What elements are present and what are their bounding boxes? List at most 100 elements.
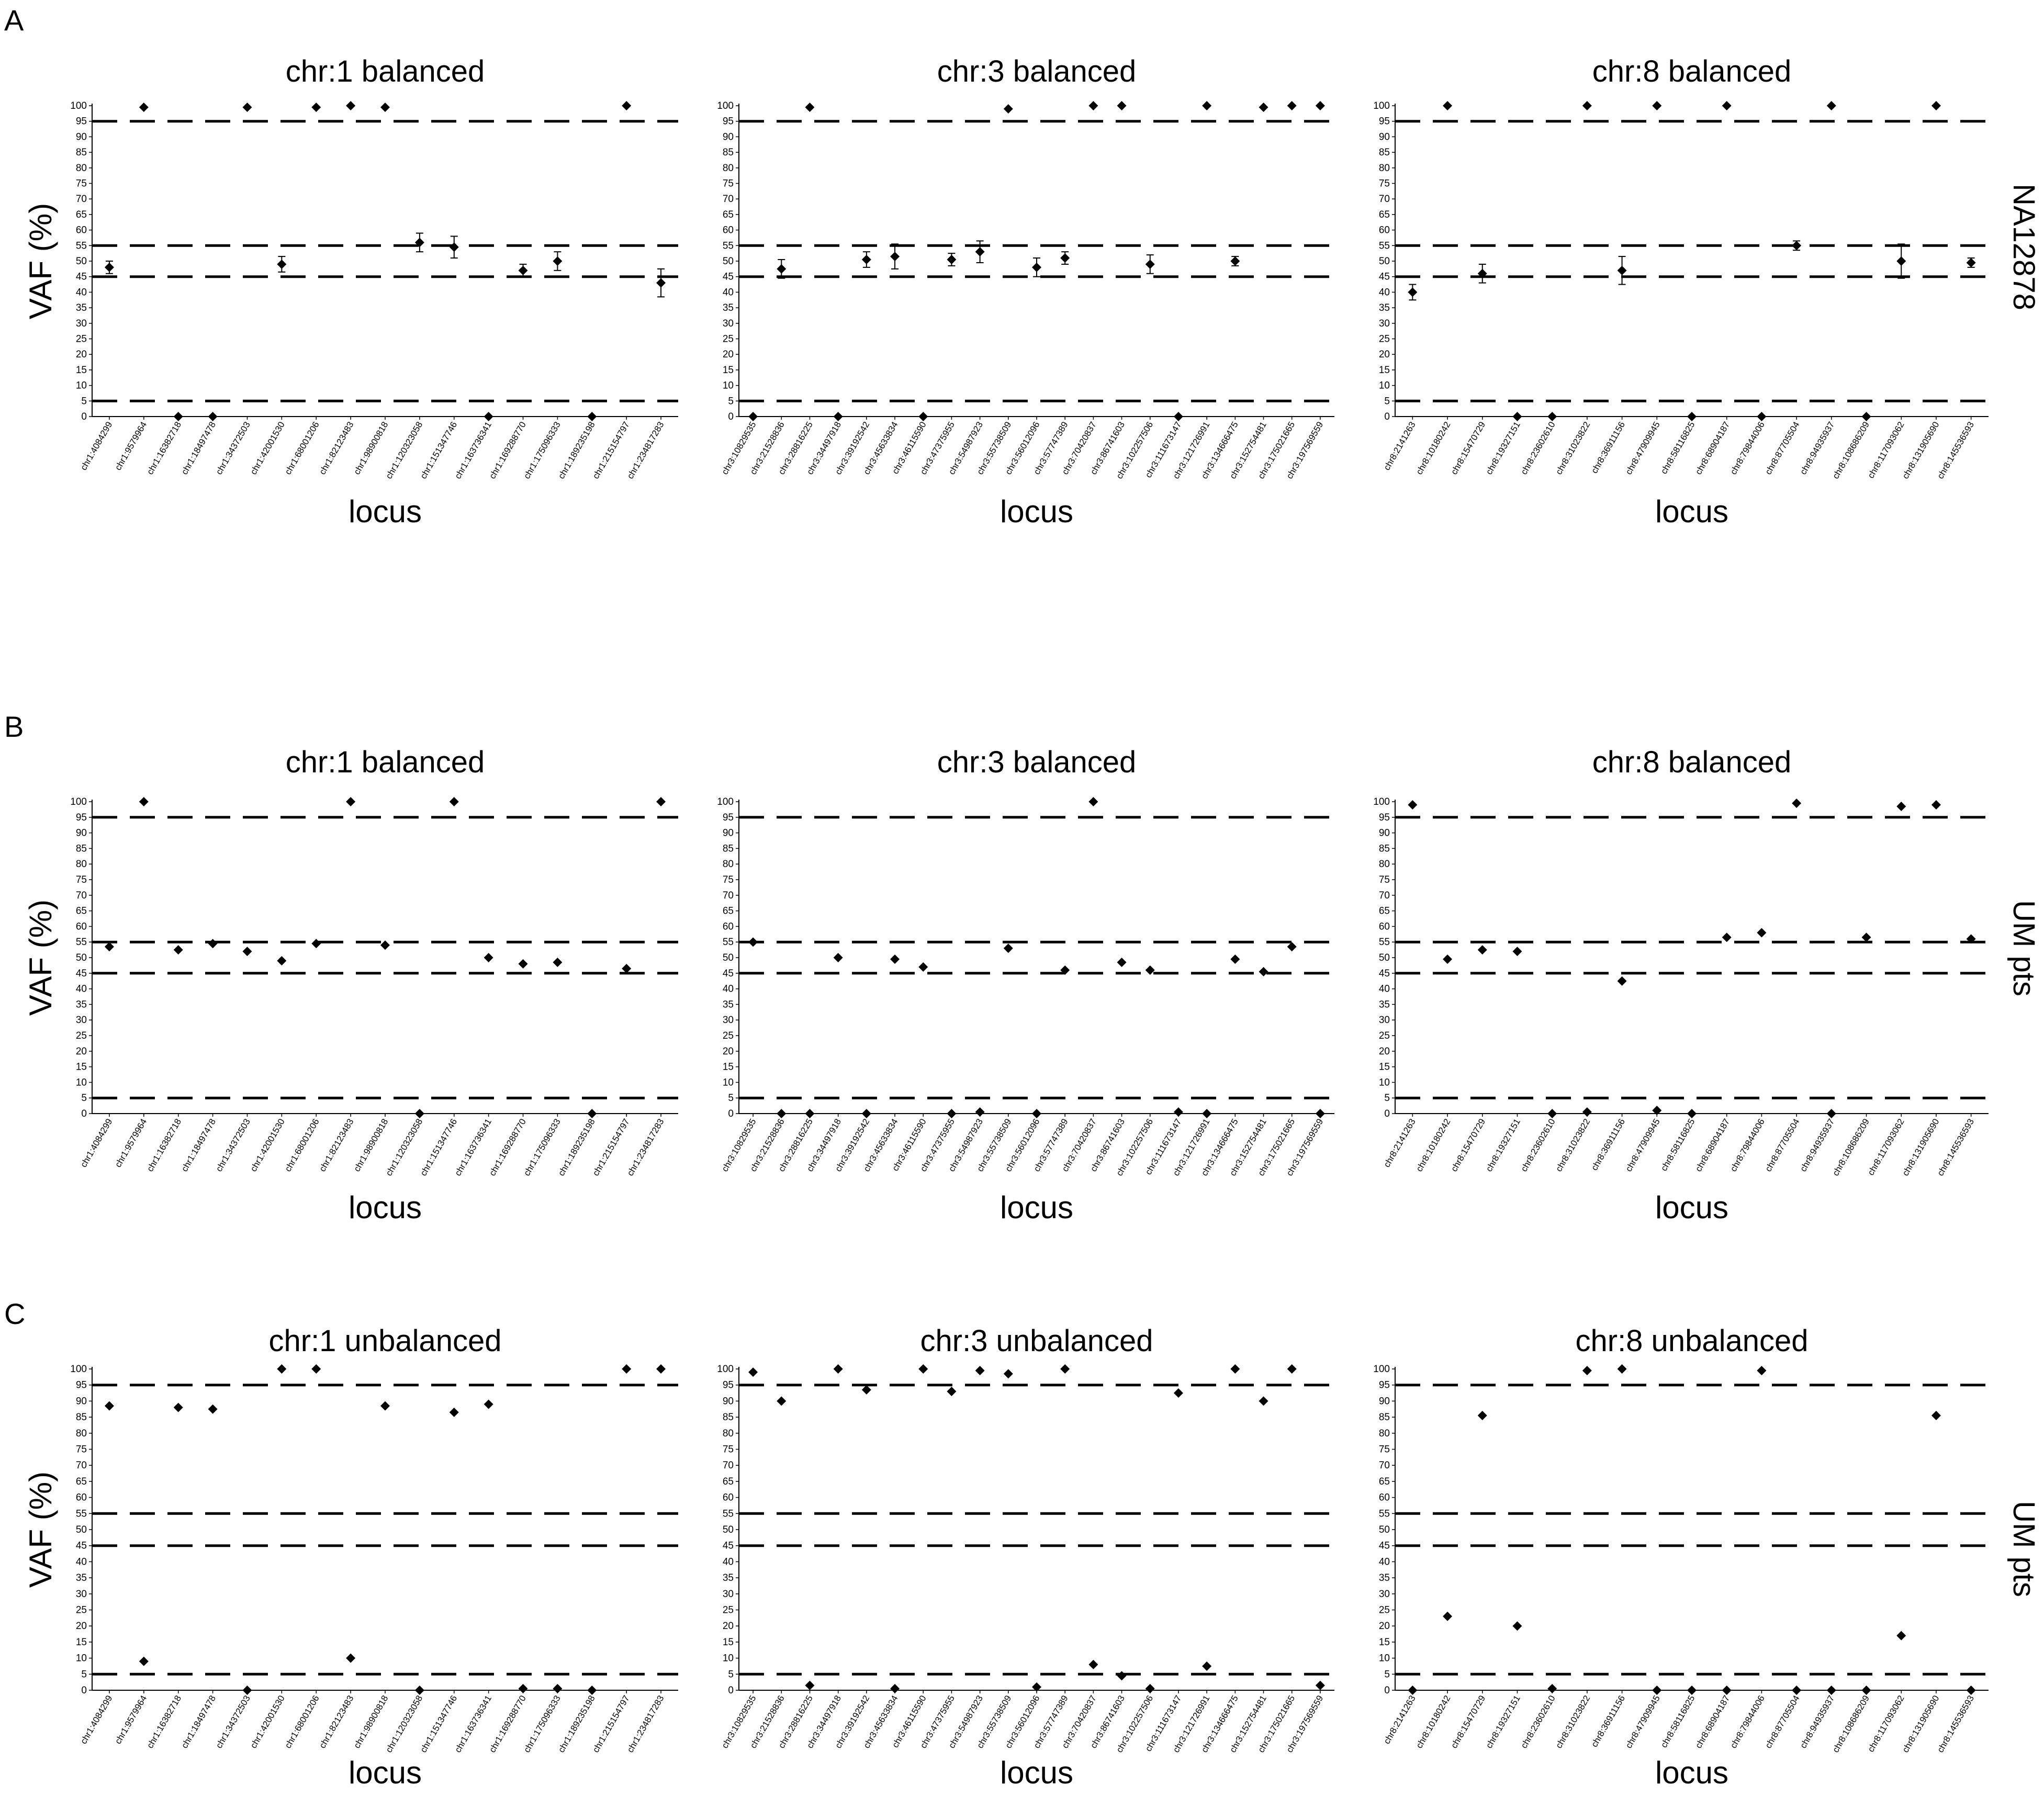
data-point bbox=[208, 1404, 218, 1414]
data-point bbox=[1826, 1109, 1836, 1118]
data-point bbox=[890, 954, 900, 964]
data-point bbox=[311, 939, 321, 949]
data-point bbox=[242, 947, 252, 957]
y-tick-label: 40 bbox=[76, 1556, 87, 1567]
data-point bbox=[861, 255, 871, 265]
x-tick-label: chr8:94935937 bbox=[1798, 1117, 1836, 1174]
y-tick-label: 65 bbox=[723, 906, 734, 917]
y-tick-label: 25 bbox=[723, 334, 734, 345]
x-tick-label: chr1:34372503 bbox=[214, 1694, 252, 1750]
y-tick-label: 30 bbox=[76, 1589, 87, 1600]
data-point bbox=[173, 1402, 183, 1412]
x-tick-label: chr1:18497478 bbox=[179, 420, 218, 477]
chart-2-1: chr:3 unbalanced 0 5 10 15 20 25 30 35 40 45 50 55 60… bbox=[717, 1324, 1334, 1790]
row-label-um-pts-b: UM pts bbox=[2007, 900, 2041, 996]
y-tick-label: 10 bbox=[723, 1077, 734, 1088]
y-tick-label: 60 bbox=[723, 225, 734, 236]
data-point bbox=[1032, 1682, 1041, 1692]
data-point bbox=[1259, 1396, 1268, 1406]
y-tick-label: 30 bbox=[76, 318, 87, 329]
data-point bbox=[1032, 1109, 1041, 1118]
x-tick-label: chr1:16382718 bbox=[145, 420, 183, 477]
x-tick-label: chr8:2141263 bbox=[1382, 1694, 1417, 1746]
y-tick-label: 60 bbox=[1379, 225, 1390, 236]
y-tick-label: 20 bbox=[723, 1621, 734, 1632]
y-tick-label: 80 bbox=[723, 859, 734, 870]
data-point bbox=[1088, 101, 1098, 110]
data-point bbox=[1757, 928, 1767, 938]
x-tick-label: chr8:68904187 bbox=[1693, 1117, 1732, 1174]
data-point bbox=[1259, 102, 1268, 112]
y-tick-label: 35 bbox=[723, 1573, 734, 1583]
x-tick-label: chr8:10180242 bbox=[1414, 420, 1452, 477]
y-tick-label: 10 bbox=[76, 1077, 87, 1088]
x-tick-label: chr8:47909945 bbox=[1624, 1694, 1662, 1750]
y-tick-label: 50 bbox=[76, 256, 87, 267]
data-point bbox=[1408, 287, 1418, 297]
y-tick-label: 45 bbox=[723, 968, 734, 979]
x-tick-label: chr8:19327151 bbox=[1484, 420, 1522, 477]
x-tick-label: chr8:2141263 bbox=[1382, 420, 1417, 473]
data-point bbox=[1582, 1107, 1592, 1117]
x-tick-label: chr8:15470729 bbox=[1449, 1117, 1487, 1174]
y-tick-label: 30 bbox=[723, 1589, 734, 1600]
x-tick-label: chr1:163736341 bbox=[453, 1117, 493, 1178]
y-tick-label: 10 bbox=[76, 380, 87, 391]
x-tick-label: chr1:189235198 bbox=[556, 1694, 597, 1755]
y-tick-label: 45 bbox=[1379, 968, 1390, 979]
x-tick-label: chr8:108686209 bbox=[1830, 1694, 1871, 1755]
y-tick-label: 100 bbox=[1373, 796, 1390, 807]
x-tick-label: chr1:234817283 bbox=[625, 1694, 666, 1755]
y-tick-label: 85 bbox=[76, 1412, 87, 1423]
data-point bbox=[1287, 1364, 1297, 1374]
x-tick-label: chr8:10180242 bbox=[1414, 1117, 1452, 1174]
y-tick-label: 55 bbox=[1379, 1508, 1390, 1519]
y-tick-label: 40 bbox=[1379, 984, 1390, 995]
data-point bbox=[1287, 942, 1297, 952]
x-tick-label: chr1:82123483 bbox=[317, 1694, 355, 1750]
data-point bbox=[1408, 1686, 1418, 1695]
y-tick-label: 45 bbox=[76, 272, 87, 283]
data-point bbox=[947, 1109, 957, 1118]
data-point bbox=[1757, 412, 1767, 421]
x-tick-label: chr1:120323058 bbox=[384, 1117, 424, 1178]
data-point bbox=[1861, 933, 1871, 942]
x-tick-label: chr8:10180242 bbox=[1414, 1694, 1452, 1750]
x-tick-label: chr1:189235198 bbox=[556, 1117, 597, 1178]
data-point bbox=[1477, 1411, 1487, 1421]
y-tick-label: 85 bbox=[723, 843, 734, 854]
y-tick-label: 55 bbox=[723, 1508, 734, 1519]
y-tick-label: 100 bbox=[1373, 1364, 1390, 1375]
y-tick-label: 20 bbox=[76, 1046, 87, 1057]
data-point bbox=[1202, 101, 1212, 110]
x-tick-label: chr8:23602610 bbox=[1519, 420, 1557, 477]
x-tick-label: chr1:68001206 bbox=[283, 1117, 321, 1174]
y-tick-label: 35 bbox=[76, 302, 87, 313]
data-point bbox=[656, 278, 666, 288]
x-axis-title: locus bbox=[1000, 494, 1073, 529]
data-point bbox=[861, 1109, 871, 1118]
data-point bbox=[1477, 945, 1487, 955]
data-point bbox=[277, 1364, 287, 1374]
y-tick-label: 45 bbox=[1379, 272, 1390, 283]
x-tick-label: chr8:87705504 bbox=[1763, 420, 1801, 477]
y-tick-label: 70 bbox=[76, 890, 87, 901]
y-tick-label: 40 bbox=[723, 287, 734, 298]
y-tick-label: 40 bbox=[1379, 1556, 1390, 1567]
y-tick-label: 35 bbox=[1379, 1573, 1390, 1583]
y-tick-label: 90 bbox=[76, 1396, 87, 1407]
y-tick-label: 40 bbox=[76, 287, 87, 298]
data-point bbox=[1230, 256, 1240, 266]
y-tick-label: 100 bbox=[717, 100, 734, 111]
y-tick-label: 5 bbox=[728, 396, 734, 407]
y-tick-label: 85 bbox=[1379, 147, 1390, 158]
y-tick-label: 90 bbox=[76, 131, 87, 142]
y-tick-label: 50 bbox=[76, 952, 87, 963]
y-tick-label: 40 bbox=[1379, 287, 1390, 298]
x-tick-label: chr8:87705504 bbox=[1763, 1694, 1801, 1750]
x-axis-title: locus bbox=[349, 1755, 422, 1790]
data-point bbox=[1652, 101, 1662, 110]
data-point bbox=[1547, 1109, 1557, 1118]
y-tick-label: 15 bbox=[76, 1637, 87, 1648]
data-point bbox=[1145, 1683, 1155, 1693]
